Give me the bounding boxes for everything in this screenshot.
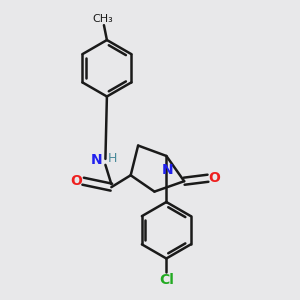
- Text: N: N: [162, 164, 174, 177]
- Text: O: O: [70, 174, 83, 188]
- Text: Cl: Cl: [159, 273, 174, 287]
- Text: O: O: [208, 171, 220, 184]
- Text: CH₃: CH₃: [92, 14, 113, 24]
- Text: N: N: [91, 153, 102, 167]
- Text: H: H: [108, 152, 118, 165]
